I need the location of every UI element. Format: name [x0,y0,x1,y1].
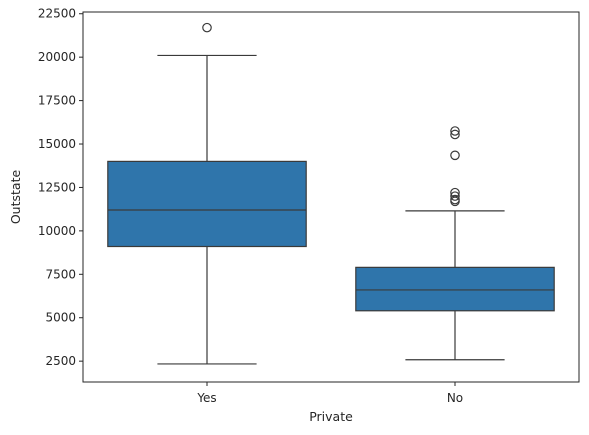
y-axis: 2500 5000 7500 10000 12500 15000 17500 20000 225… [38,7,83,368]
outlier-point [450,187,460,198]
y-tick-label: 10000 [38,224,76,238]
y-tick-label: 2500 [45,354,76,368]
iqr-box [355,266,555,312]
y-axis-label: Outstate [8,170,23,225]
x-axis-label: Private [309,409,353,424]
plot-area [82,11,580,383]
outlier-point [450,126,460,136]
iqr-box [107,160,307,248]
outlier-point [450,129,460,140]
outlier-point [450,194,460,205]
x-tick-label: No [447,391,463,405]
y-tick-label: 20000 [38,50,76,64]
y-tick-label: 15000 [38,137,76,151]
x-axis: Yes No [196,382,463,405]
box-group [107,22,307,365]
outlier-point [450,191,460,201]
y-tick-label: 17500 [38,94,76,108]
x-tick-label: Yes [196,391,216,405]
box-group [355,126,555,361]
outlier-point [450,150,460,161]
y-tick-label: 7500 [45,267,76,281]
boxes-layer [107,22,555,365]
y-tick-label: 12500 [38,180,76,194]
outlier-point [202,22,212,33]
y-tick-label: 5000 [45,311,76,325]
y-tick-label: 22500 [38,7,76,21]
